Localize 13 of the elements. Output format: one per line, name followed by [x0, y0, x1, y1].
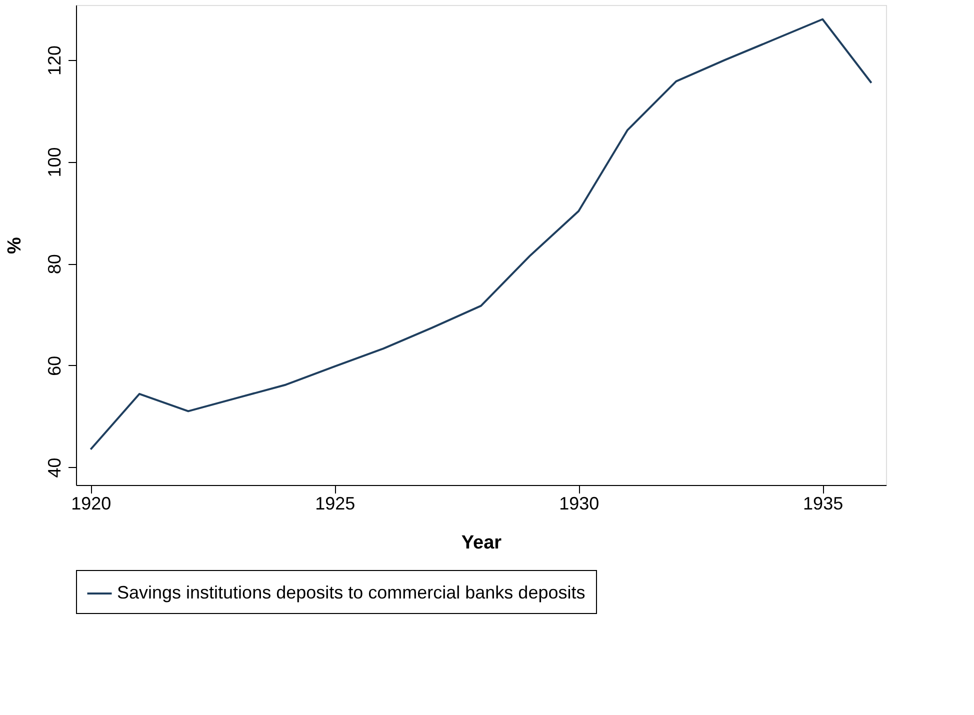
y-axis-title: % — [4, 236, 26, 254]
x-tick-label: 1920 — [71, 494, 112, 514]
x-tick-label: 1925 — [315, 494, 356, 514]
y-tick-label: 80 — [44, 254, 64, 274]
y-tick-label: 40 — [44, 458, 64, 478]
y-tick-label: 120 — [44, 45, 64, 76]
x-axis-title: Year — [461, 532, 502, 554]
x-tick-label: 1935 — [803, 494, 844, 514]
line-series — [90, 18, 872, 450]
legend-label: Savings institutions deposits to commercial banks deposits — [117, 582, 586, 602]
y-tick-label: 100 — [44, 147, 64, 178]
y-tick-label: 60 — [44, 356, 64, 376]
x-tick-label: 1930 — [559, 494, 600, 514]
